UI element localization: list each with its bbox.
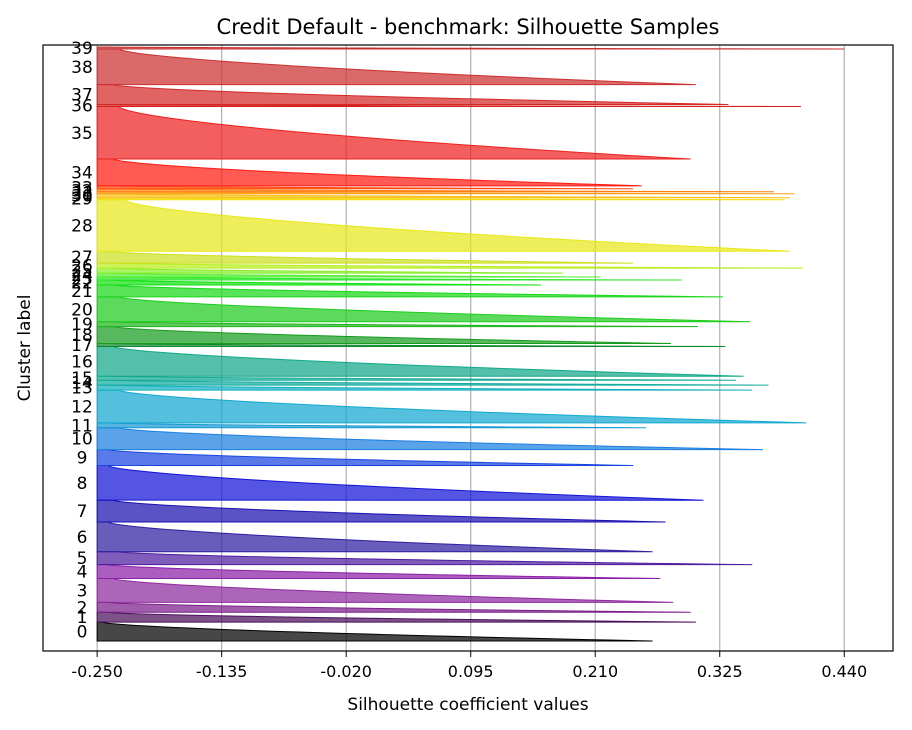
cluster-16-label: 16 bbox=[71, 352, 93, 372]
cluster-2-silhouette bbox=[96, 601, 691, 613]
cluster-17-label: 17 bbox=[71, 336, 93, 356]
cluster-11-label: 11 bbox=[71, 416, 93, 436]
cluster-5-silhouette bbox=[96, 551, 753, 566]
cluster-39-silhouette bbox=[96, 46, 845, 50]
cluster-22-silhouette bbox=[96, 279, 542, 286]
cluster-30-label: 30 bbox=[71, 187, 93, 207]
cluster-25-silhouette bbox=[96, 267, 563, 274]
cluster-9-label: 9 bbox=[77, 449, 88, 469]
cluster-14-label: 14 bbox=[71, 374, 93, 394]
cluster-21-silhouette bbox=[96, 284, 724, 298]
cluster-20-silhouette bbox=[96, 296, 751, 323]
cluster-34-silhouette bbox=[96, 158, 642, 187]
cluster-7-label: 7 bbox=[77, 502, 88, 522]
cluster-13-label: 13 bbox=[71, 379, 93, 399]
cluster-1-label: 1 bbox=[77, 608, 88, 628]
cluster-8-label: 8 bbox=[77, 474, 88, 494]
cluster-0-label: 0 bbox=[77, 623, 88, 643]
cluster-labels: 0123456789101112131415161718192021222324… bbox=[71, 39, 93, 643]
y-axis-label: Cluster label bbox=[15, 295, 35, 402]
plot-frame bbox=[42, 44, 894, 652]
cluster-6-label: 6 bbox=[77, 528, 88, 548]
cluster-9-silhouette bbox=[96, 449, 634, 466]
cluster-34-label: 34 bbox=[71, 163, 93, 183]
cluster-24-label: 24 bbox=[71, 266, 93, 286]
cluster-21-label: 21 bbox=[71, 282, 93, 302]
cluster-12-label: 12 bbox=[71, 397, 93, 417]
cluster-29-label: 29 bbox=[71, 190, 93, 210]
cluster-2-label: 2 bbox=[77, 598, 88, 618]
cluster-14-silhouette bbox=[96, 379, 769, 386]
cluster-6-silhouette bbox=[96, 521, 653, 553]
cluster-10-silhouette bbox=[96, 427, 764, 451]
x-tick-label: -0.135 bbox=[196, 662, 248, 681]
x-tick-label: 0.210 bbox=[572, 662, 618, 681]
cluster-19-silhouette bbox=[96, 321, 699, 328]
cluster-30-silhouette bbox=[96, 193, 791, 199]
cluster-12-silhouette bbox=[96, 389, 807, 424]
cluster-33-label: 33 bbox=[71, 178, 93, 198]
cluster-39-label: 39 bbox=[71, 39, 93, 59]
cluster-18-silhouette bbox=[96, 326, 672, 345]
cluster-32-label: 32 bbox=[71, 181, 93, 201]
cluster-31-label: 31 bbox=[71, 184, 93, 204]
cluster-13-silhouette bbox=[96, 384, 753, 391]
cluster-27-label: 27 bbox=[71, 248, 93, 268]
cluster-10-label: 10 bbox=[71, 430, 93, 450]
cluster-28-label: 28 bbox=[71, 216, 93, 236]
cluster-15-silhouette bbox=[96, 375, 736, 381]
cluster-20-label: 20 bbox=[71, 300, 93, 320]
cluster-22-label: 22 bbox=[71, 274, 93, 294]
cluster-38-label: 38 bbox=[71, 58, 93, 78]
cluster-35-label: 35 bbox=[71, 124, 93, 144]
cluster-15-label: 15 bbox=[71, 369, 93, 389]
cluster-16-silhouette bbox=[96, 345, 744, 377]
chart-title: Credit Default - benchmark: Silhouette S… bbox=[217, 15, 720, 39]
x-axis-label: Silhouette coefficient values bbox=[347, 695, 588, 715]
cluster-silhouettes bbox=[96, 46, 845, 642]
x-tick-label: -0.250 bbox=[71, 662, 123, 681]
cluster-37-silhouette bbox=[96, 84, 729, 106]
x-tick-label: 0.095 bbox=[448, 662, 494, 681]
cluster-3-silhouette bbox=[96, 578, 674, 603]
cluster-4-label: 4 bbox=[77, 563, 88, 583]
cluster-3-label: 3 bbox=[77, 581, 88, 601]
cluster-26-label: 26 bbox=[71, 257, 93, 277]
cluster-37-label: 37 bbox=[71, 86, 93, 106]
cluster-18-label: 18 bbox=[71, 326, 93, 346]
cluster-4-silhouette bbox=[96, 564, 661, 580]
x-tick-label: 0.440 bbox=[821, 662, 867, 681]
cluster-24-silhouette bbox=[96, 272, 601, 278]
x-axis-ticks: -0.250 -0.135 -0.020 0.095 0.210 0.325 0.440 bbox=[71, 651, 867, 681]
cluster-5-label: 5 bbox=[77, 549, 88, 569]
cluster-0-silhouette bbox=[96, 621, 653, 642]
cluster-1-silhouette bbox=[96, 611, 696, 623]
cluster-25-label: 25 bbox=[71, 262, 93, 282]
cluster-36-label: 36 bbox=[71, 97, 93, 117]
cluster-8-silhouette bbox=[96, 464, 704, 501]
cluster-19-label: 19 bbox=[71, 315, 93, 335]
cluster-7-silhouette bbox=[96, 499, 666, 523]
x-tick-label: -0.020 bbox=[320, 662, 372, 681]
cluster-38-silhouette bbox=[96, 48, 696, 86]
cluster-35-silhouette bbox=[96, 105, 691, 160]
cluster-11-silhouette bbox=[96, 422, 647, 429]
x-tick-label: 0.325 bbox=[697, 662, 743, 681]
cluster-23-label: 23 bbox=[71, 270, 93, 290]
cluster-26-silhouette bbox=[96, 262, 804, 269]
cluster-28-silhouette bbox=[96, 199, 791, 252]
cluster-27-silhouette bbox=[96, 250, 634, 264]
